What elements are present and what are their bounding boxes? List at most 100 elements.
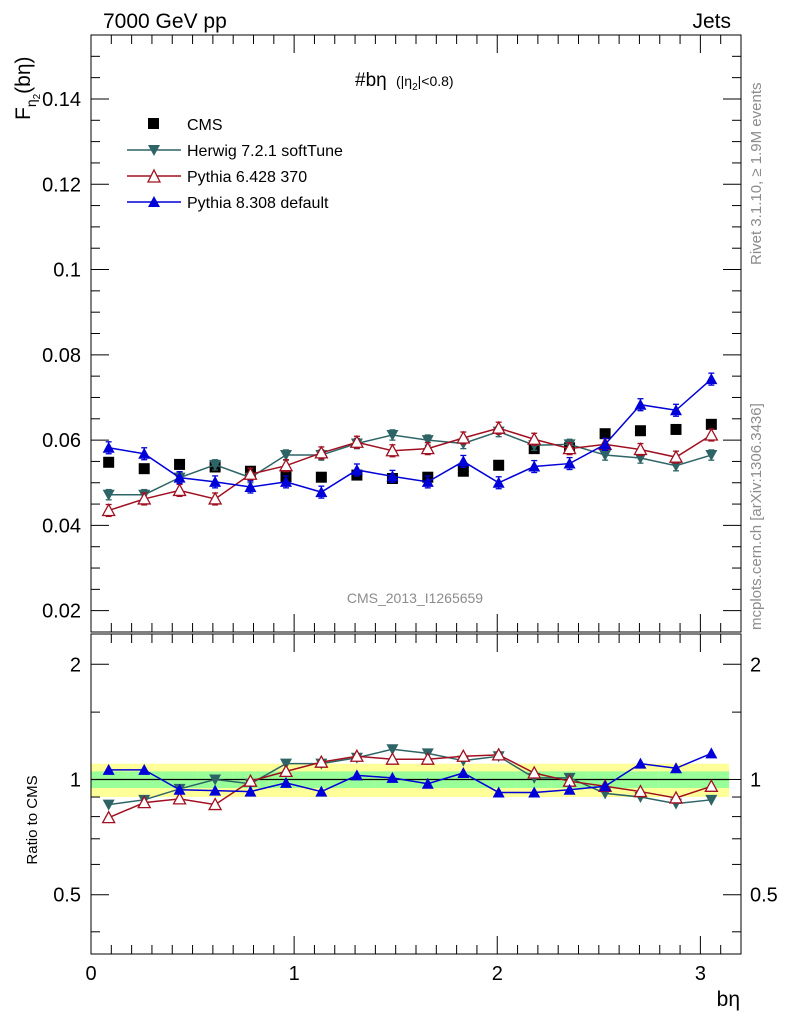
pythia6-ratio-point (349, 748, 364, 762)
pythia8-ratio-point (244, 785, 257, 797)
pythia8-ratio-point (563, 783, 576, 795)
pythia6-ratio-point (208, 797, 223, 811)
pythia8-point (209, 475, 222, 487)
herwig-point (209, 459, 222, 471)
herwig-point (599, 450, 612, 462)
pythia8-point (670, 404, 682, 416)
herwig-ratio-point (386, 744, 399, 756)
herwig-point (421, 435, 434, 447)
ratio-y-tick-label-left: 2 (70, 654, 81, 676)
ratio-y-tick-label-right: 1 (750, 770, 761, 792)
x-tick-label: 3 (695, 963, 706, 985)
x-axis-label: bη (717, 988, 740, 1011)
cms-point (315, 471, 327, 483)
main-frame (90, 34, 742, 633)
cms-point (599, 428, 611, 440)
pythia8-point (634, 398, 647, 410)
main-y-tick-label: 0.14 (42, 89, 81, 111)
legend-marker-cms (148, 118, 159, 129)
cms-point (670, 423, 682, 435)
pythia8-ratio-point (670, 762, 682, 774)
ratio-y-tick-label-left: 1 (70, 770, 81, 792)
pythia8-ratio-point (492, 786, 505, 798)
pythia6-ratio-point (704, 778, 719, 792)
pythia6-point (633, 442, 648, 456)
pythia8-ratio-point (102, 763, 115, 775)
pythia8-ratio-point (599, 780, 612, 792)
pythia6-ratio-point (420, 751, 435, 765)
main-y-tick-label: 0.06 (42, 430, 81, 452)
pythia8-ratio-point (209, 784, 222, 796)
ratio-plot-panel: 0.5 0.5 1 1 2 2 0 1 2 3 Ratio to CMS bη (24, 633, 778, 1011)
ratio-frame (90, 633, 742, 955)
pythia6-ratio-point (314, 754, 329, 768)
pythia6-ratio-point (491, 747, 506, 761)
cms-point (493, 459, 505, 471)
pythia6-point (101, 503, 116, 517)
pythia8-ratio-point (173, 783, 186, 795)
pythia6-ratio-line (108, 754, 712, 819)
pythia8-point (457, 455, 470, 467)
pythia6-ratio-point (137, 795, 152, 809)
x-tick-label: 1 (289, 963, 300, 985)
header-right: Jets (692, 10, 731, 33)
pythia6-point (208, 491, 223, 505)
pythia6-ratio-point (172, 791, 187, 805)
herwig-ratio-line (108, 748, 712, 806)
pythia6-point (420, 441, 435, 455)
pythia8-point (492, 476, 505, 488)
x-tick-labels: 0 1 2 3 (85, 963, 706, 985)
ratio-y-tick-label-right: 2 (750, 654, 761, 676)
legend-entry-pythia8: Pythia 8.308 default (127, 195, 329, 212)
pythia8-point (138, 447, 151, 459)
pythia8-point (386, 470, 399, 482)
main-y-tick-label: 0.04 (42, 515, 81, 537)
pythia8-point (173, 471, 186, 483)
pythia8-ratio-point (705, 747, 718, 759)
pythia6-ratio-point (385, 751, 400, 765)
x-tick-label: 2 (492, 963, 503, 985)
header-left: 7000 GeV pp (103, 10, 227, 33)
herwig-ratio-point (102, 799, 115, 811)
pythia8-ratio-point (350, 769, 363, 781)
pythia6-line (108, 427, 712, 512)
main-y-tick-label: 0.12 (42, 174, 81, 196)
pythia8-ratio-point (315, 785, 328, 797)
pythia6-point (456, 430, 471, 444)
cms-point (103, 456, 115, 468)
pythia8-point (315, 486, 328, 498)
pythia6-point (314, 445, 329, 459)
pythia6-point (491, 420, 506, 434)
pythia8-point (102, 441, 115, 453)
legend-marker-pythia6 (146, 168, 162, 183)
herwig-point (705, 450, 718, 462)
legend-marker-herwig (148, 145, 160, 156)
pythia8-ratio-line (108, 752, 712, 794)
ratio-y-tick-label-right: 0.5 (750, 885, 778, 907)
pythia6-point (349, 434, 364, 448)
pythia8-ratio-point (386, 771, 399, 783)
legend-entry-cms: CMS (148, 117, 223, 134)
pythia6-ratio-point (633, 784, 648, 798)
cms-point (138, 463, 150, 475)
pythia6-point (137, 491, 152, 505)
herwig-ratio-point (705, 794, 718, 806)
pythia8-line (108, 378, 712, 493)
herwig-ratio-point (209, 774, 222, 786)
herwig-line (108, 430, 712, 496)
pythia6-point (385, 443, 400, 457)
pythia6-point (704, 427, 719, 441)
analysis-id: CMS_2013_I1265659 (347, 590, 483, 606)
ratio-y-tick-label-left: 0.5 (53, 885, 81, 907)
pythia8-ratio-point (138, 763, 151, 775)
pythia8-point (599, 438, 612, 450)
pythia8-point (563, 457, 576, 469)
pythia8-point (421, 475, 434, 487)
pythia6-ratio-point (456, 748, 471, 762)
mcplots-label: mcplots.cern.ch [arXiv:1306.3436] (748, 403, 765, 630)
pythia8-point (705, 373, 718, 385)
cms-point (705, 418, 717, 430)
cms-point (174, 458, 186, 470)
herwig-point (386, 429, 399, 441)
legend-marker-pythia8 (148, 196, 160, 207)
